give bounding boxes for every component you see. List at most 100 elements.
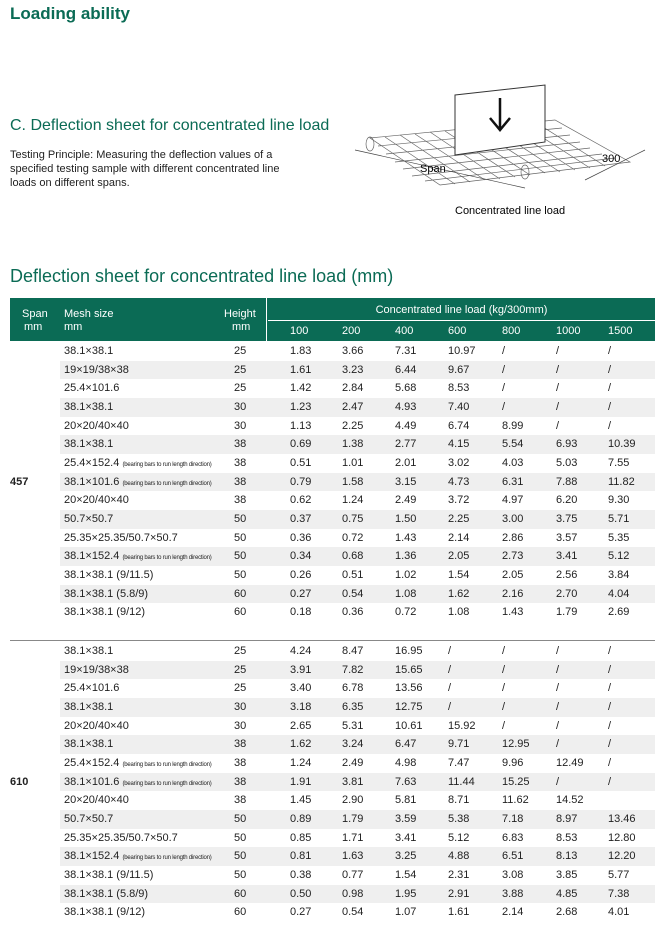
- height: 50: [234, 869, 247, 882]
- deflection-value: 1.79: [556, 606, 578, 619]
- height: 30: [234, 401, 247, 413]
- mesh-size: 20×20/40×40: [64, 491, 129, 509]
- deflection-value: /: [502, 382, 506, 395]
- height: 25: [234, 382, 247, 395]
- table-header: [10, 298, 655, 341]
- deflection-value: 2.31: [448, 869, 470, 882]
- diagram-caption: Concentrated line load: [455, 205, 565, 217]
- deflection-value: 0.81: [290, 850, 312, 863]
- deflection-value: /: [502, 401, 506, 413]
- deflection-value: /: [556, 663, 560, 676]
- deflection-value: 0.85: [290, 831, 312, 844]
- deflection-value: 1.83: [290, 345, 312, 357]
- deflection-value: /: [502, 345, 506, 357]
- deflection-value: 0.51: [290, 457, 312, 470]
- mesh-text: 38.1×38.1 (9/12): [64, 606, 146, 619]
- principle-text: Testing Principle: Measuring the deflect…: [10, 149, 280, 189]
- mesh-size: 20×20/40×40: [64, 791, 129, 809]
- deflection-value: 7.63: [395, 775, 417, 788]
- deflection-value: /: [608, 757, 612, 770]
- deflection-value: 2.05: [502, 569, 524, 582]
- deflection-value: /: [556, 645, 560, 657]
- deflection-value: 3.84: [608, 569, 630, 582]
- mesh-size: 25.4×101.6: [64, 679, 119, 697]
- deflection-value: 3.59: [395, 813, 417, 826]
- deflection-value: 8.99: [502, 419, 524, 432]
- deflection-value: /: [608, 719, 612, 732]
- height: 60: [234, 587, 247, 600]
- deflection-value: /: [502, 701, 506, 713]
- deflection-value: 2.68: [556, 906, 578, 919]
- deflection-value: 2.65: [290, 719, 312, 732]
- deflection-value: 0.37: [290, 513, 312, 526]
- deflection-value: 11.62: [502, 794, 529, 807]
- mesh-size: 38.1×38.1: [64, 398, 113, 416]
- header-span: Span: [22, 308, 48, 320]
- deflection-value: 6.51: [502, 850, 524, 863]
- mesh-text: 38.1×38.1 (5.8/9): [64, 587, 149, 600]
- deflection-value: 2.25: [448, 513, 470, 526]
- mesh-text: 25.4×152.4: [64, 757, 120, 770]
- header-height-unit: mm: [232, 321, 251, 333]
- deflection-value: 3.24: [342, 738, 364, 751]
- deflection-value: 7.82: [342, 663, 364, 676]
- mesh-text: 38.1×38.1: [64, 345, 114, 357]
- deflection-value: 0.79: [290, 475, 312, 488]
- deflection-value: 1.61: [290, 363, 312, 376]
- mesh-text: 38.1×152.4: [64, 550, 120, 563]
- span-label: Span: [420, 163, 446, 175]
- deflection-value: 4.04: [608, 587, 630, 600]
- deflection-value: /: [556, 419, 560, 432]
- header-load-value: 100: [290, 325, 309, 337]
- deflection-value: 1.24: [290, 757, 312, 770]
- deflection-value: 3.40: [290, 682, 312, 695]
- height: 25: [234, 682, 247, 695]
- deflection-value: 2.14: [448, 531, 470, 544]
- deflection-value: 0.69: [290, 438, 312, 451]
- deflection-value: /: [608, 663, 612, 676]
- group-rule: [10, 640, 655, 642]
- mesh-size: 19×19/38×38: [64, 361, 129, 379]
- deflection-value: 4.01: [608, 906, 630, 919]
- height: 38: [234, 794, 247, 807]
- mesh-size: 20×20/40×40: [64, 417, 129, 435]
- deflection-value: 6.35: [342, 701, 364, 713]
- deflection-value: 4.98: [395, 757, 417, 770]
- header-height: Height: [224, 308, 256, 320]
- row-shade: [60, 772, 655, 792]
- height: 50: [234, 569, 247, 582]
- row-shade: [60, 435, 655, 454]
- deflection-value: /: [556, 738, 560, 751]
- deflection-value: /: [448, 701, 452, 713]
- deflection-value: 8.53: [556, 831, 578, 844]
- deflection-value: 0.27: [290, 906, 312, 919]
- deflection-value: 5.77: [608, 869, 630, 882]
- mesh-size: 38.1×38.1: [64, 342, 113, 360]
- deflection-value: 1.36: [395, 550, 417, 563]
- header-load-value: 800: [502, 325, 521, 337]
- deflection-value: /: [556, 363, 560, 376]
- deflection-value: 15.25: [502, 775, 530, 788]
- height: 60: [234, 906, 247, 919]
- mesh-text: 38.1×38.1: [64, 438, 114, 451]
- deflection-value: 15.92: [448, 719, 476, 732]
- mesh-text: 38.1×38.1 (9/11.5): [64, 569, 154, 582]
- deflection-value: /: [608, 401, 612, 413]
- height: 25: [234, 363, 247, 376]
- header-load: Concentrated line load (kg/300mm): [375, 304, 548, 316]
- mesh-size: 25.4×101.6: [64, 379, 119, 397]
- deflection-value: 7.55: [608, 457, 630, 470]
- mesh-text: 25.4×101.6: [64, 382, 120, 395]
- mesh-size: 38.1×101.6 (bearing bars to run length d…: [64, 773, 212, 793]
- deflection-value: /: [556, 345, 560, 357]
- header-load-value: 1000: [556, 325, 581, 337]
- mesh-text: 50.7×50.7: [64, 513, 114, 526]
- row-shade: [60, 698, 655, 717]
- height: 30: [234, 419, 247, 432]
- mesh-size: 20×20/40×40: [64, 717, 129, 735]
- mesh-size: 38.1×38.1 (9/12): [64, 903, 145, 921]
- deflection-value: 2.77: [395, 438, 417, 451]
- deflection-value: 1.45: [290, 794, 312, 807]
- height: 30: [234, 719, 247, 732]
- deflection-value: 2.70: [556, 587, 578, 600]
